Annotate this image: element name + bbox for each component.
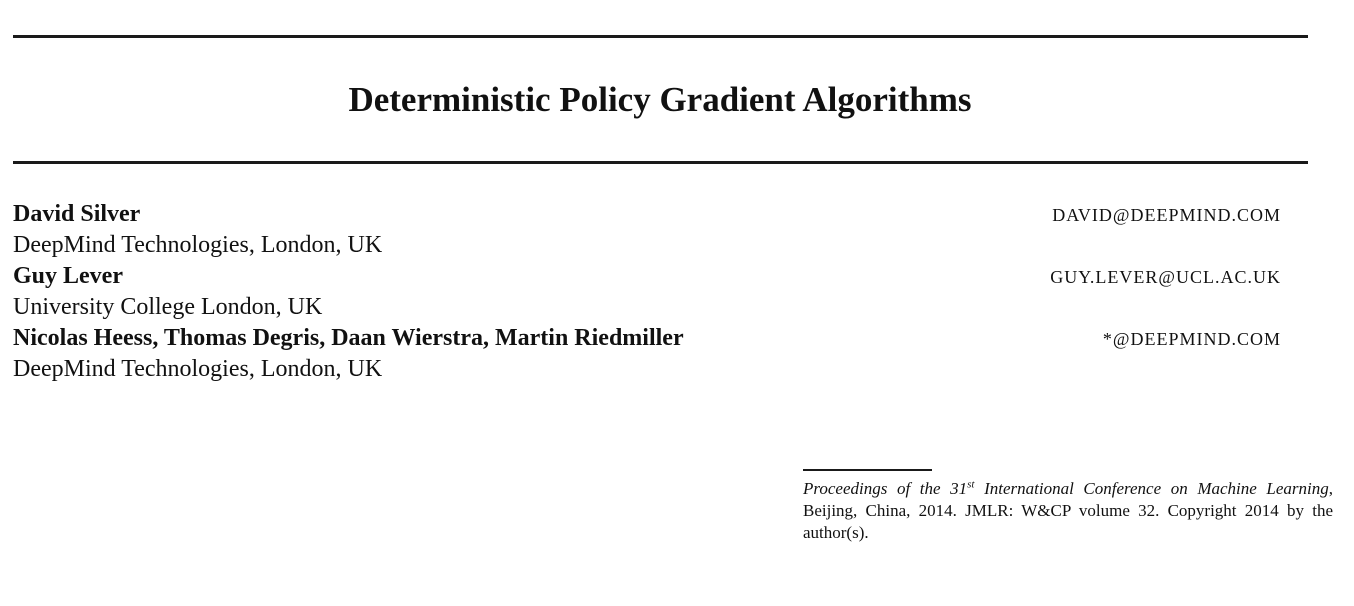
author-affiliation: University College London, UK [13,292,1281,323]
author-affiliation: DeepMind Technologies, London, UK [13,354,1281,385]
author-row: Guy Lever GUY.LEVER@UCL.AC.UK [13,261,1281,292]
author-affiliation: DeepMind Technologies, London, UK [13,230,1281,261]
title-bottom-rule [13,161,1308,164]
author-email[interactable]: DAVID@DEEPMIND.COM [1052,200,1281,231]
footnote-conference-name: International Conference on Machine Lear… [974,479,1328,498]
author-email[interactable]: *@DEEPMIND.COM [1103,324,1281,355]
footnote-proceedings-prefix: Proceedings of the 31 [803,479,967,498]
author-block-2: Guy Lever GUY.LEVER@UCL.AC.UK University… [13,261,1281,323]
author-row: Nicolas Heess, Thomas Degris, Daan Wiers… [13,323,1281,354]
author-block-1: David Silver DAVID@DEEPMIND.COM DeepMind… [13,199,1281,261]
paper-title: Deterministic Policy Gradient Algorithms [0,78,1320,122]
author-name: Guy Lever [13,261,123,292]
author-name: Nicolas Heess, Thomas Degris, Daan Wiers… [13,323,684,354]
proceedings-footnote: Proceedings of the 31st International Co… [803,478,1333,544]
author-email[interactable]: GUY.LEVER@UCL.AC.UK [1050,262,1281,293]
author-name: David Silver [13,199,140,230]
author-block-3: Nicolas Heess, Thomas Degris, Daan Wiers… [13,323,1281,385]
top-rule [13,35,1308,38]
footnote-rule [803,469,932,471]
author-row: David Silver DAVID@DEEPMIND.COM [13,199,1281,230]
